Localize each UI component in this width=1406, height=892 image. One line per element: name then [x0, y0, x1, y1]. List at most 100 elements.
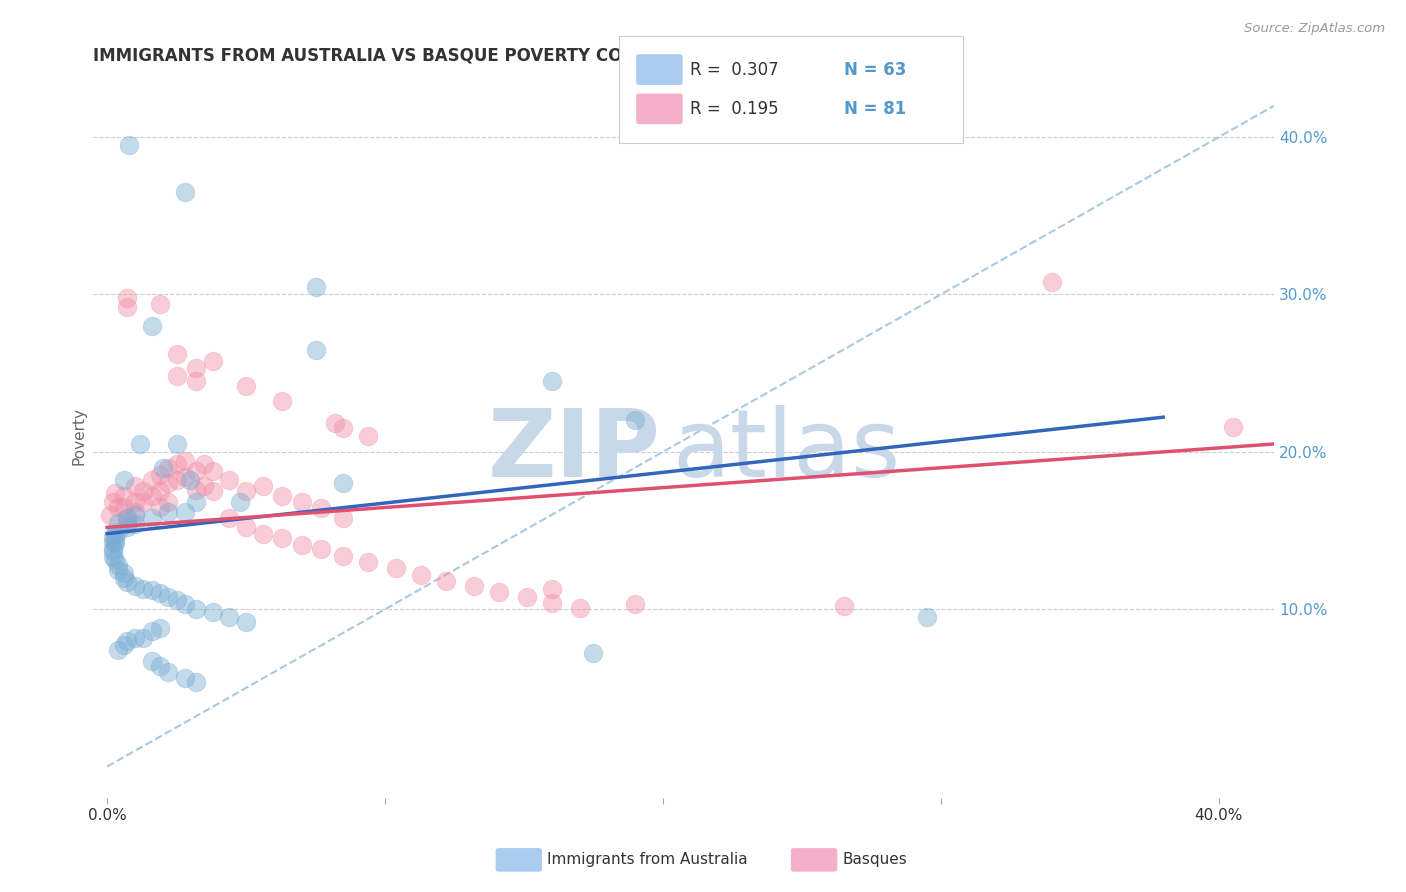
- Point: [291, 495, 314, 509]
- Point: [624, 598, 647, 612]
- Point: [104, 526, 127, 541]
- Point: [1040, 275, 1063, 289]
- Point: [166, 473, 188, 487]
- Point: [107, 516, 129, 530]
- Point: [107, 558, 129, 573]
- Point: [104, 553, 127, 567]
- Point: [411, 567, 433, 582]
- Point: [193, 479, 215, 493]
- Point: [166, 458, 188, 472]
- Point: [184, 674, 207, 689]
- Point: [115, 291, 138, 305]
- Point: [149, 297, 172, 311]
- Point: [218, 610, 240, 624]
- Point: [252, 479, 274, 493]
- Point: [149, 621, 172, 635]
- Point: [174, 185, 197, 199]
- Point: [568, 600, 591, 615]
- Point: [149, 586, 172, 600]
- Point: [101, 544, 124, 558]
- Point: [115, 511, 138, 525]
- Point: [184, 483, 207, 497]
- Point: [516, 590, 538, 604]
- Text: R =  0.307: R = 0.307: [690, 62, 779, 79]
- Point: [624, 413, 647, 427]
- Point: [332, 549, 354, 563]
- Point: [101, 495, 124, 509]
- Point: [141, 511, 163, 525]
- Point: [218, 511, 240, 525]
- Point: [115, 633, 138, 648]
- Point: [540, 374, 562, 388]
- Point: [132, 582, 155, 596]
- Point: [174, 505, 197, 519]
- Point: [166, 437, 188, 451]
- Point: [107, 500, 129, 514]
- Point: [357, 555, 380, 569]
- Point: [193, 458, 215, 472]
- Point: [112, 489, 135, 503]
- Point: [118, 137, 141, 152]
- Point: [235, 378, 257, 392]
- Point: [252, 526, 274, 541]
- Point: [157, 476, 180, 491]
- Point: [179, 473, 201, 487]
- Point: [271, 394, 294, 409]
- Point: [101, 542, 124, 557]
- Point: [115, 511, 138, 525]
- Point: [304, 343, 326, 357]
- Point: [141, 473, 163, 487]
- Point: [166, 592, 188, 607]
- Point: [174, 672, 197, 686]
- Point: [124, 508, 146, 522]
- Point: [304, 279, 326, 293]
- Point: [101, 534, 124, 549]
- Point: [112, 500, 135, 514]
- Point: [357, 429, 380, 443]
- Text: IMMIGRANTS FROM AUSTRALIA VS BASQUE POVERTY CORRELATION CHART: IMMIGRANTS FROM AUSTRALIA VS BASQUE POVE…: [93, 46, 796, 64]
- Point: [124, 505, 146, 519]
- Point: [157, 460, 180, 475]
- Point: [152, 460, 174, 475]
- Point: [184, 464, 207, 478]
- Point: [129, 437, 152, 451]
- Text: atlas: atlas: [672, 405, 900, 497]
- Point: [184, 361, 207, 376]
- Point: [124, 495, 146, 509]
- Point: [1222, 419, 1244, 434]
- Point: [124, 517, 146, 532]
- Point: [157, 505, 180, 519]
- Point: [124, 479, 146, 493]
- Point: [107, 643, 129, 657]
- Text: Source: ZipAtlas.com: Source: ZipAtlas.com: [1244, 22, 1385, 36]
- Point: [141, 318, 163, 333]
- Point: [115, 520, 138, 534]
- Point: [124, 631, 146, 645]
- Point: [218, 473, 240, 487]
- Point: [112, 473, 135, 487]
- Point: [174, 598, 197, 612]
- Point: [291, 538, 314, 552]
- Point: [141, 489, 163, 503]
- Point: [434, 574, 457, 588]
- Point: [385, 561, 408, 575]
- Point: [112, 566, 135, 580]
- Point: [184, 495, 207, 509]
- Point: [141, 654, 163, 668]
- Point: [201, 353, 224, 368]
- Point: [174, 454, 197, 468]
- Point: [174, 470, 197, 484]
- Text: R =  0.195: R = 0.195: [690, 100, 779, 118]
- Point: [149, 468, 172, 483]
- Point: [184, 602, 207, 616]
- Text: Basques: Basques: [842, 853, 907, 867]
- Point: [540, 596, 562, 610]
- Point: [157, 665, 180, 680]
- Point: [235, 615, 257, 629]
- Point: [141, 624, 163, 639]
- Text: N = 63: N = 63: [844, 62, 905, 79]
- Point: [101, 550, 124, 565]
- Point: [115, 517, 138, 532]
- Point: [832, 599, 855, 613]
- Point: [201, 605, 224, 619]
